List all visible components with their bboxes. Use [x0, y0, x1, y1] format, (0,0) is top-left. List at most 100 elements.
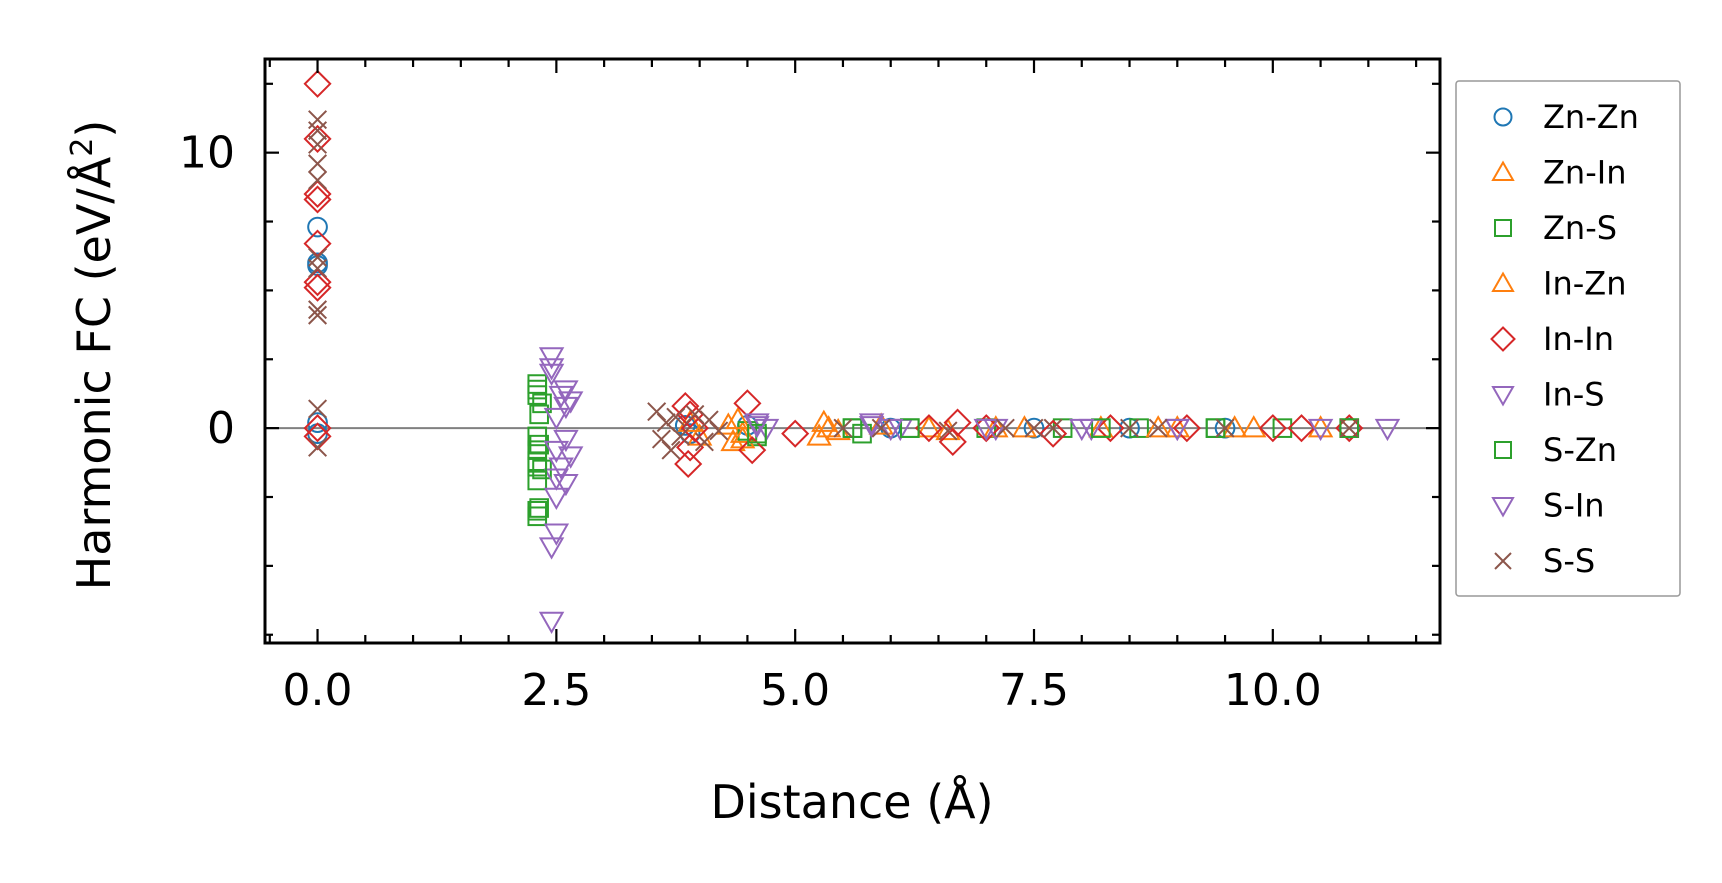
data-point-s-s: [661, 440, 681, 460]
x-tick-label: 0.0: [283, 665, 353, 716]
data-point-s-s: [938, 421, 958, 441]
data-point-s-in: [543, 487, 570, 511]
series-s-s: [308, 110, 1359, 460]
data-point-s-in: [548, 457, 574, 480]
legend-label-in-s: In-S: [1543, 376, 1605, 414]
data-point-s-in: [744, 416, 770, 439]
data-point-in-zn: [725, 406, 751, 430]
data-point-s-s: [833, 418, 853, 438]
legend-marker-s-s: [1494, 552, 1512, 570]
data-point-s-s: [1148, 418, 1168, 438]
data-point-in-in: [303, 69, 332, 98]
legend-label-zn-in: Zn-In: [1543, 154, 1626, 192]
y-axis-label-close: ): [67, 120, 121, 138]
data-point-s-zn: [529, 498, 549, 518]
data-point-in-zn: [983, 415, 1009, 438]
data-point-in-in: [1039, 419, 1068, 448]
data-point-s-in: [553, 396, 579, 420]
data-point-s-in: [543, 440, 570, 464]
x-tick-label: 2.5: [521, 665, 591, 716]
data-point-s-in: [858, 416, 885, 439]
x-axis-label: Distance (Å): [710, 775, 993, 829]
data-point-in-s: [538, 537, 565, 560]
data-point-s-s: [308, 134, 328, 154]
data-point-in-in: [303, 268, 332, 297]
data-point-s-in: [538, 358, 565, 381]
data-point-in-in: [671, 392, 700, 421]
legend-marker-s-zn: [1494, 441, 1512, 459]
axis-ticks: [265, 59, 1440, 643]
series-in-in: [303, 69, 1364, 479]
data-point-s-in: [1069, 418, 1095, 442]
data-point-in-in: [1287, 414, 1316, 443]
data-point-zn-s: [527, 470, 548, 491]
legend-marker-zn-zn: [1493, 107, 1513, 127]
legend-label-zn-zn: Zn-Zn: [1543, 98, 1639, 136]
data-point-zn-s: [527, 374, 548, 394]
legend-marker-s-in: [1491, 497, 1515, 518]
legend: Zn-Zn Zn-In Zn-S In-Zn In-In In-S S-Zn S-In S-S: [1455, 80, 1681, 597]
data-point-s-s: [651, 429, 671, 449]
data-point-s-s: [995, 418, 1015, 438]
data-point-s-s: [666, 407, 686, 427]
data-point-in-in: [1172, 414, 1201, 443]
data-point-in-in: [1258, 414, 1287, 443]
data-point-s-s: [699, 410, 719, 430]
scatter-points: [303, 69, 1401, 634]
data-point-in-in: [733, 389, 762, 418]
x-tick-label: 5.0: [760, 665, 830, 716]
data-point-s-s: [308, 437, 328, 457]
data-point-s-in: [553, 473, 579, 497]
data-point-in-s: [553, 380, 579, 403]
series-zn-zn: [307, 216, 1360, 444]
data-point-in-s: [538, 363, 565, 387]
data-point-zn-s: [1272, 418, 1293, 438]
data-point-in-in: [303, 273, 332, 302]
series-in-zn: [725, 406, 1248, 449]
axis-tick-labels: 0.0 2.5 5.0 7.5 10.0 0 10: [179, 128, 1322, 716]
x-tick-label: 10.0: [1224, 665, 1322, 716]
data-point-s-s: [1120, 418, 1140, 438]
data-point-in-s: [557, 391, 584, 414]
data-point-in-in: [303, 185, 332, 214]
data-point-in-zn: [811, 409, 837, 432]
data-point-in-s: [553, 429, 579, 453]
legend-marker-in-s: [1491, 386, 1515, 407]
data-point-in-s: [543, 407, 570, 431]
data-point-in-in: [680, 414, 709, 443]
series-s-zn: [527, 379, 1360, 518]
data-point-s-in: [973, 418, 999, 442]
x-tick-label: 7.5: [999, 665, 1069, 716]
data-point-in-zn: [1221, 415, 1248, 438]
data-point-in-in: [781, 419, 810, 448]
data-point-in-s: [538, 347, 565, 370]
data-point-s-zn: [1339, 418, 1360, 438]
data-point-s-s: [1339, 418, 1359, 438]
legend-label-in-in: In-In: [1543, 320, 1614, 358]
legend-label-zn-s: Zn-S: [1543, 209, 1617, 247]
data-point-s-s: [685, 404, 705, 424]
data-point-s-s: [647, 402, 667, 422]
data-point-s-zn: [747, 423, 767, 444]
y-axis-label-main: Harmonic FC (eV/Å: [67, 156, 121, 590]
data-point-in-zn: [1145, 415, 1171, 438]
series-zn-s: [527, 374, 1360, 527]
data-point-s-s: [871, 418, 891, 438]
data-point-zn-in: [715, 412, 742, 435]
series-in-s: [538, 347, 1401, 634]
data-point-s-zn: [527, 379, 548, 400]
legend-frame: [1455, 80, 1681, 597]
data-point-s-in: [548, 385, 574, 409]
data-point-zn-in: [1240, 415, 1267, 438]
data-point-zn-in: [1164, 415, 1191, 438]
data-point-zn-s: [527, 440, 548, 460]
data-point-in-in: [303, 124, 332, 153]
y-tick-label: 10: [179, 128, 235, 179]
data-point-in-s: [1374, 418, 1401, 442]
data-point-in-in: [938, 427, 967, 456]
data-point-s-s: [308, 121, 328, 141]
data-point-s-s: [694, 432, 714, 452]
data-point-zn-zn: [307, 216, 328, 238]
data-point-in-in: [303, 422, 332, 451]
